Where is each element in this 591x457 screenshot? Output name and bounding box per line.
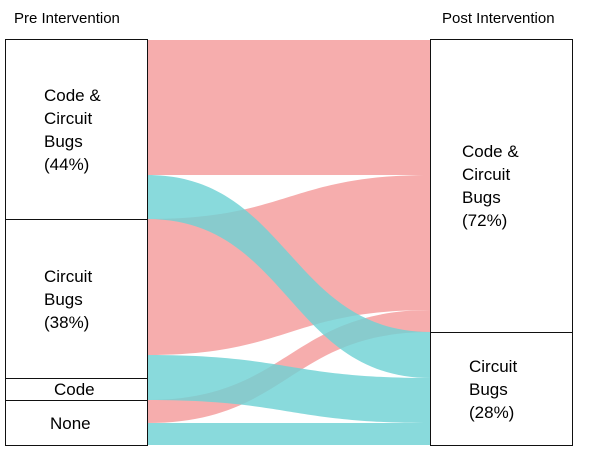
post-intervention-title: Post Intervention	[442, 10, 555, 27]
node-pre-code: Code	[5, 378, 148, 401]
node-post-circuit-bugs: Circuit Bugs (28%)	[430, 332, 573, 446]
flow-code-circuit-to-circuit	[147, 175, 431, 378]
flow-circuit-to-circuit	[147, 355, 431, 423]
node-label: None	[50, 413, 91, 433]
pre-intervention-title: Pre Intervention	[14, 10, 120, 27]
node-pre-code-circuit-bugs: Code & Circuit Bugs (44%)	[5, 39, 148, 220]
node-label: Code & Circuit Bugs (72%)	[462, 142, 519, 230]
node-post-code-circuit-bugs: Code & Circuit Bugs (72%)	[430, 39, 573, 333]
node-pre-circuit-bugs: Circuit Bugs (38%)	[5, 219, 148, 379]
node-label: Circuit Bugs (28%)	[469, 356, 518, 422]
node-label: Circuit Bugs (38%)	[44, 266, 93, 332]
flow-none-to-circuit	[147, 423, 431, 445]
node-label: Code	[54, 380, 95, 399]
flow-code-circuit-to-code-circuit	[147, 40, 431, 175]
node-label: Code & Circuit Bugs (44%)	[44, 85, 101, 174]
node-pre-none: None	[5, 400, 148, 446]
